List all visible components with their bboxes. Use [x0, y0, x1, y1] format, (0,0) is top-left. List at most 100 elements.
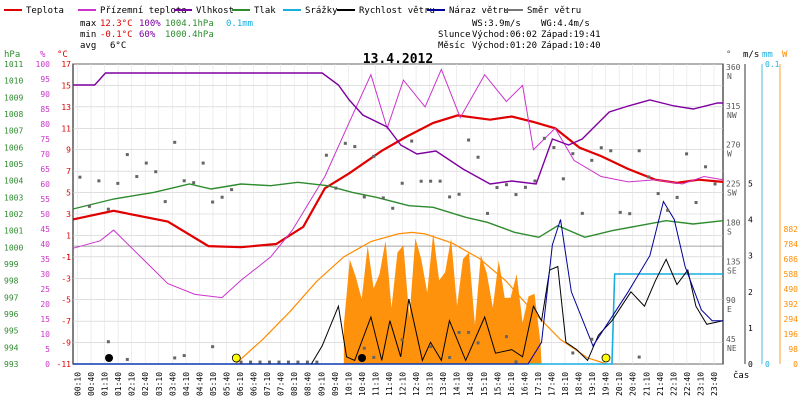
- wind-direction-dot: [163, 200, 167, 204]
- humidity-tick-label: 45: [40, 225, 50, 234]
- wind-direction-dot: [201, 161, 205, 165]
- x-tick-label: 05:40: [222, 372, 231, 396]
- x-tick-label: 16:10: [507, 372, 516, 396]
- unit-ms: m/s: [743, 50, 759, 60]
- x-tick-label: 16:40: [520, 372, 529, 396]
- wind-direction-dot: [504, 183, 508, 187]
- temp-tick-label: -7: [61, 317, 71, 326]
- direction-tick-label: 180: [726, 218, 741, 227]
- x-tick-label: 08:10: [290, 372, 299, 396]
- solar-tick-label: 98: [788, 345, 798, 354]
- wind-direction-dot: [666, 208, 670, 212]
- unit-dir: °: [726, 50, 731, 60]
- wind-direction-dot: [590, 158, 594, 162]
- wind-direction-dot: [249, 360, 253, 364]
- direction-tick-name: E: [727, 305, 732, 314]
- wind-direction-dot: [296, 360, 300, 364]
- pressure-tick-label: 1006: [4, 143, 23, 152]
- x-tick-label: 18:40: [575, 372, 584, 396]
- stat-min-press: 1000.4hPa: [165, 30, 214, 40]
- x-tick-label: 19:10: [588, 372, 597, 396]
- x-tick-label: 20:10: [615, 372, 624, 396]
- x-tick-label: 15:10: [480, 372, 489, 396]
- wind-direction-dot: [637, 355, 641, 359]
- x-tick-label: 22:10: [669, 372, 678, 396]
- solar-tick-label: 392: [784, 300, 799, 309]
- wind-direction-dot: [106, 340, 110, 344]
- humidity-tick-label: 80: [40, 120, 50, 129]
- wind-direction-dot: [429, 345, 433, 349]
- info-sun-label: Slunce: [438, 30, 471, 40]
- pressure-tick-label: 1007: [4, 127, 23, 136]
- x-tick-label: 20:40: [629, 372, 638, 396]
- humidity-tick-label: 25: [40, 285, 50, 294]
- wind-direction-dot: [391, 206, 395, 210]
- wind-direction-dot: [571, 351, 575, 355]
- x-tick-label: 14:10: [453, 372, 462, 396]
- x-tick-label: 21:40: [656, 372, 665, 396]
- humidity-tick-label: 15: [40, 315, 50, 324]
- moonset-marker: [357, 354, 366, 362]
- wind-direction-dot: [211, 345, 215, 349]
- x-tick-label: 17:40: [547, 372, 556, 396]
- x-tick-label: 19:40: [602, 372, 611, 396]
- x-tick-label: 23:10: [696, 372, 705, 396]
- solar-tick-label: 0: [793, 360, 798, 369]
- wind-direction-dot: [400, 338, 404, 342]
- wind-direction-dot: [125, 153, 129, 157]
- humidity-tick-label: 75: [40, 135, 50, 144]
- stat-avg-temp: 6°C: [110, 41, 126, 51]
- direction-tick-label: 360: [726, 63, 741, 72]
- direction-tick-name: NW: [727, 111, 737, 120]
- temp-tick-label: 5: [66, 189, 71, 198]
- chart-title: 13.4.2012: [363, 52, 433, 67]
- x-tick-label: 03:10: [155, 372, 164, 396]
- x-tick-label: 09:40: [331, 372, 340, 396]
- series-line: [73, 258, 724, 365]
- wind-direction-dot: [694, 201, 698, 205]
- info-ws: WS:3.9m/s: [472, 19, 521, 29]
- wind-tick-label: 3: [748, 252, 753, 261]
- x-tick-label: 15:40: [493, 372, 502, 396]
- wind-direction-dot: [230, 188, 234, 192]
- wind-direction-dot: [685, 152, 689, 156]
- pressure-tick-label: 998: [4, 277, 19, 286]
- wind-direction-dot: [429, 179, 433, 183]
- wind-direction-dot: [628, 212, 632, 216]
- pressure-tick-label: 1004: [4, 177, 23, 186]
- legend-item-label: Teplota: [26, 6, 64, 16]
- direction-tick-name: SW: [727, 189, 737, 198]
- wind-direction-dot: [87, 204, 91, 208]
- wind-direction-dot: [542, 136, 546, 140]
- wind-direction-dot: [704, 165, 708, 169]
- x-tick-label: 05:10: [209, 372, 218, 396]
- wind-direction-dot: [97, 179, 101, 183]
- wind-direction-dot: [514, 360, 518, 364]
- info-moon-rise: Východ:01:20: [472, 41, 537, 51]
- info-wg: WG:4.4m/s: [541, 19, 590, 29]
- temp-tick-label: 15: [61, 81, 71, 90]
- x-tick-label: 21:10: [642, 372, 651, 396]
- wind-tick-label: 4: [748, 216, 753, 225]
- wind-direction-dot: [182, 179, 186, 183]
- x-tick-label: 07:10: [263, 372, 272, 396]
- wind-direction-dot: [372, 154, 376, 158]
- wind-direction-dot: [410, 139, 414, 143]
- wind-direction-dot: [173, 356, 177, 360]
- wind-direction-dot: [106, 207, 110, 211]
- wind-direction-dot: [116, 181, 120, 185]
- info-sun-rise: Východ:06:02: [472, 30, 537, 40]
- wind-direction-dot: [675, 195, 679, 199]
- wind-direction-dot: [514, 193, 518, 197]
- temp-tick-label: -1: [61, 253, 71, 262]
- wind-direction-dot: [609, 149, 613, 153]
- wind-direction-dot: [561, 177, 565, 181]
- wind-direction-dot: [552, 146, 556, 150]
- temp-tick-label: 7: [66, 167, 71, 176]
- wind-direction-dot: [457, 330, 461, 334]
- wind-direction-dot: [523, 185, 527, 189]
- x-tick-label: 04:40: [195, 372, 204, 396]
- wind-direction-dot: [362, 346, 366, 350]
- x-tick-label: 22:40: [683, 372, 692, 396]
- wind-direction-dot: [258, 360, 262, 364]
